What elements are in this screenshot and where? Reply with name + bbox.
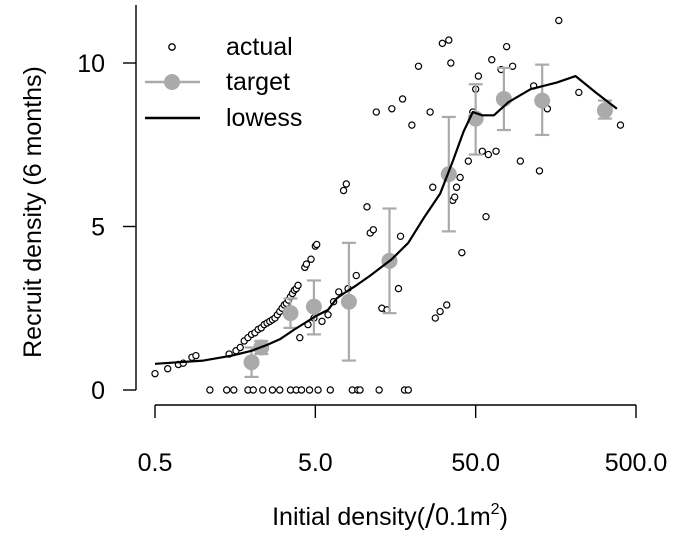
actual-point: [474, 72, 483, 80]
target-point: [495, 90, 512, 107]
x-axis-label-superscript: 2: [491, 501, 500, 518]
actual-point: [451, 193, 459, 201]
actual-point: [352, 271, 360, 280]
actual-point: [206, 386, 214, 394]
actual-point: [555, 16, 563, 25]
actual-point: [445, 36, 453, 44]
actual-point: [431, 314, 439, 322]
actual-point: [456, 173, 464, 182]
y-axis-ticks: 0 5 10: [77, 50, 136, 405]
actual-point: [394, 284, 403, 293]
actual-point: [313, 240, 321, 249]
actual-point: [443, 301, 451, 309]
actual-point: [396, 232, 405, 241]
x-axis-label: Initial density(/0.1m2): [272, 498, 508, 533]
actual-point: [339, 186, 348, 195]
actual-point: [268, 386, 277, 394]
actual-point: [305, 386, 314, 394]
actual-point: [535, 167, 544, 175]
x-axis-label-main: Initial density(: [272, 503, 426, 531]
actual-point: [276, 386, 284, 394]
actual-point: [404, 386, 412, 394]
actual-point: [324, 311, 332, 319]
actual-point: [236, 343, 244, 352]
actual-point: [356, 386, 364, 394]
target-point: [243, 354, 260, 371]
actual-point: [414, 62, 423, 70]
actual-point: [408, 121, 416, 129]
actual-point: [259, 386, 267, 394]
actual-point: [342, 180, 350, 188]
legend-target-marker: [164, 74, 180, 90]
actual-point: [508, 62, 517, 70]
actual-point: [436, 307, 444, 316]
x-axis-label-slash: /: [425, 498, 436, 533]
actual-point: [516, 157, 525, 165]
actual-point: [151, 369, 159, 378]
y-tick-label: 0: [91, 377, 105, 405]
x-axis-ticks: 0.5 5.0 50.0 500.0: [138, 405, 668, 477]
plot-area: [151, 16, 625, 394]
actual-point: [464, 157, 473, 165]
actual-point: [372, 108, 380, 116]
actual-point: [294, 281, 302, 290]
lowess-line: [154, 75, 618, 365]
x-tick-label: 500.0: [605, 449, 668, 477]
actual-point: [575, 88, 583, 97]
actual-point: [335, 288, 343, 296]
actual-point: [447, 59, 455, 67]
legend-lowess-label: lowess: [226, 104, 302, 132]
legend-actual-marker: [168, 43, 176, 51]
actual-point: [326, 386, 335, 394]
actual-point: [482, 212, 490, 221]
actual-point: [429, 183, 437, 191]
actual-point: [318, 317, 326, 326]
actual-point: [452, 183, 461, 191]
target-point: [534, 92, 551, 109]
actual-point: [314, 386, 322, 394]
actual-point: [488, 56, 496, 64]
actual-point: [297, 386, 306, 394]
x-tick-label: 5.0: [298, 449, 333, 477]
actual-point: [388, 105, 396, 113]
actual-point: [484, 150, 493, 159]
actual-point: [502, 42, 511, 51]
y-axis-label: Recruit density (6 months): [19, 66, 47, 358]
y-tick-label: 10: [77, 50, 105, 78]
legend-actual-label: actual: [226, 33, 293, 61]
actual-point: [458, 248, 466, 257]
target-point: [305, 298, 322, 315]
actual-point: [616, 121, 625, 129]
actual-point: [398, 95, 407, 103]
actual-point: [222, 386, 231, 394]
y-tick-label: 5: [91, 214, 105, 242]
x-tick-label: 0.5: [138, 449, 173, 477]
actual-point: [249, 386, 257, 394]
x-axis-label-unit: 0.1m: [435, 503, 491, 531]
actual-point: [369, 226, 378, 234]
actual-point: [438, 39, 447, 48]
actual-point: [296, 333, 304, 342]
actual-point: [363, 203, 371, 211]
actual-point: [426, 108, 434, 116]
actual-point: [302, 260, 311, 268]
actual-point: [492, 147, 500, 155]
actual-point: [192, 351, 200, 360]
x-tick-label: 50.0: [451, 449, 500, 477]
actual-point: [163, 365, 172, 373]
legend: actual target lowess: [145, 33, 302, 132]
target-point: [282, 305, 299, 322]
actual-point: [307, 255, 315, 263]
target-point: [340, 293, 357, 310]
actual-point: [230, 386, 238, 394]
legend-target-label: target: [226, 68, 290, 96]
target-point: [596, 102, 613, 119]
actual-point: [375, 386, 383, 394]
x-axis-label-close: ): [500, 503, 508, 531]
